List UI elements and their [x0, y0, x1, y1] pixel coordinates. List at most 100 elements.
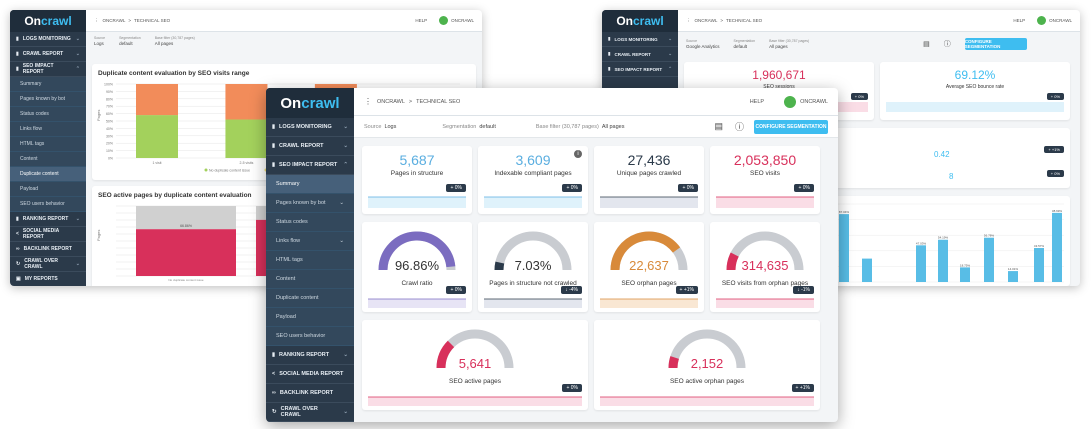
main-nav-social[interactable]: < SOCIAL MEDIA REPORT [266, 365, 354, 384]
segmentation-value[interactable]: default [479, 123, 496, 130]
left-nav-over[interactable]: ↻ CRAWL OVER CRAWL ⌄ [10, 257, 86, 272]
export-icon[interactable]: ▤ [714, 121, 723, 131]
avatar[interactable] [1037, 16, 1047, 25]
right-source-value: Google Analytics [686, 44, 720, 49]
kpi-label: SEO visits [750, 170, 780, 177]
gauge-card[interactable]: 314,635 SEO visits from orphan pages ↓ -1% [710, 222, 820, 312]
right-nav-seo[interactable]: ▮ SEO IMPACT REPORT ⌃ [602, 62, 678, 77]
main-sub-links[interactable]: Links flow ⌄ [266, 232, 354, 251]
right-kpi-sessions-label: SEO sessions [763, 84, 795, 90]
left-sub-content[interactable]: Content [10, 152, 86, 167]
kpi-card[interactable]: 27,436 Unique pages crawled + 0% [594, 146, 704, 214]
menu-icon[interactable]: ⋮ [686, 17, 691, 23]
left-nav-logs[interactable]: ▮ LOGS MONITORING ⌄ [10, 32, 86, 47]
left-nav-ranking[interactable]: ▮ RANKING REPORT ⌄ [10, 212, 86, 227]
main-sub-payload[interactable]: Payload [266, 308, 354, 327]
left-sub-summary[interactable]: Summary [10, 77, 86, 92]
left-logo[interactable]: On crawl [10, 10, 86, 32]
right-nav-crawl[interactable]: ▮ CRAWL REPORT ⌄ [602, 47, 678, 62]
info-icon[interactable]: ⓘ [734, 122, 744, 132]
info-icon[interactable]: ⓘ [943, 41, 951, 48]
configure-segmentation-button[interactable]: CONFIGURE SEGMENTATION [754, 119, 828, 134]
main-sub-status[interactable]: Status codes [266, 213, 354, 232]
main-sub-duplicate[interactable]: Duplicate content [266, 289, 354, 308]
kpi-card[interactable]: 3,609 Indexable compliant pages + 0% i [478, 146, 588, 214]
left-sub-links[interactable]: Links flow [10, 122, 86, 137]
left-nav-ranking-label: RANKING REPORT [22, 216, 69, 222]
main-sub-pages-known[interactable]: Pages known by bot ⌄ [266, 194, 354, 213]
bar [1052, 212, 1062, 282]
right-logo[interactable]: On crawl [602, 10, 678, 32]
left-sub-users[interactable]: SEO users behavior [10, 197, 86, 212]
main-nav-over[interactable]: ↻ CRAWL OVER CRAWL ⌄ [266, 403, 354, 422]
bar-data-label: 54.19% [938, 236, 949, 240]
left-nav-my[interactable]: ▣ MY REPORTS [10, 272, 86, 286]
left-filter-segmentation[interactable]: Segmentation default [119, 35, 141, 47]
gauge-card-wide[interactable]: 5,641 SEO active pages + 0% [362, 320, 588, 410]
help-link[interactable]: HELP [749, 98, 765, 105]
help-link[interactable]: HELP [1013, 18, 1026, 23]
user-name[interactable]: ONCRAWL [451, 18, 474, 23]
left-nav-social[interactable]: < SOCIAL MEDIA REPORT [10, 227, 86, 242]
right-filter-base[interactable]: Base filter (30,787 pages) All pages [769, 38, 849, 50]
avatar[interactable] [439, 16, 449, 25]
left-filter-source[interactable]: Source Logs [94, 35, 105, 47]
kpi-card[interactable]: 5,687 Pages in structure + 0% [362, 146, 472, 214]
main-sub-html[interactable]: HTML tags [266, 251, 354, 270]
crumb-root[interactable]: ONCRAWL [377, 98, 405, 105]
right-nav-logs[interactable]: ▮ LOGS MONITORING ⌄ [602, 32, 678, 47]
right-configure-button[interactable]: CONFIGURE SEGMENTATION [964, 38, 1027, 50]
user-name[interactable]: ONCRAWL [1049, 18, 1072, 23]
right-filter-source[interactable]: Source Google Analytics [686, 38, 720, 50]
crumb-root[interactable]: ONCRAWL [694, 18, 718, 23]
bar [938, 239, 948, 282]
main-sub-summary[interactable]: Summary [266, 175, 354, 194]
left-sub-status[interactable]: Status codes [10, 107, 86, 122]
brand-on: On [616, 14, 633, 28]
right-filter-segmentation[interactable]: Segmentation default [734, 38, 756, 50]
main-nav-logs[interactable]: ▮ LOGS MONITORING ⌄ [266, 118, 354, 137]
bar-no-duplicate [225, 119, 268, 158]
info-icon[interactable]: i [574, 150, 582, 158]
main-nav-crawl[interactable]: ▮ CRAWL REPORT ⌄ [266, 137, 354, 156]
base-filter-value[interactable]: All pages [601, 123, 625, 130]
gauge-value: 7.03% [514, 258, 552, 273]
main-nav-ranking[interactable]: ▮ RANKING REPORT ⌄ [266, 346, 354, 365]
chevron-up-icon: ⌃ [668, 66, 672, 71]
gauge-card[interactable]: 7.03% Pages in structure not crawled ↓ -4% [478, 222, 588, 312]
left-sub-html[interactable]: HTML tags [10, 137, 86, 152]
sparkline-area [600, 397, 814, 406]
menu-icon[interactable]: ⋮ [364, 97, 372, 106]
main-nav-backlink[interactable]: ∞ BACKLINK REPORT [266, 384, 354, 403]
left-filter-base[interactable]: Base filter (30,787 pages) All pages [155, 35, 230, 47]
kpi-card[interactable]: 2,053,850 SEO visits + 0% [710, 146, 820, 214]
left-chart1-title: Duplicate content evaluation by SEO visi… [98, 70, 250, 77]
gauge-card[interactable]: 22,637 SEO orphan pages + +1% [594, 222, 704, 312]
left-sub-duplicate[interactable]: Duplicate content [10, 167, 86, 182]
left-nav-crawl[interactable]: ▮ CRAWL REPORT ⌄ [10, 47, 86, 62]
kpi-badge: + 0% [794, 184, 814, 192]
left-nav-backlink[interactable]: ∞ BACKLINK REPORT [10, 242, 86, 257]
chart-icon: ▮ [608, 36, 611, 41]
main-sub-content[interactable]: Content [266, 270, 354, 289]
crumb-root[interactable]: ONCRAWL [102, 18, 126, 23]
gauge-badge: + 0% [562, 384, 582, 392]
gauge-sparkline [600, 298, 698, 308]
gauge-card[interactable]: 96.86% Crawl ratio + 0% [362, 222, 472, 312]
export-icon[interactable]: ▤ [923, 41, 930, 48]
help-link[interactable]: HELP [415, 18, 428, 23]
left-sub-payload[interactable]: Payload [10, 182, 86, 197]
avatar[interactable] [784, 95, 797, 108]
main-sub-users[interactable]: SEO users behavior [266, 327, 354, 346]
gauge-fill [494, 261, 505, 271]
left-sub-pages-known[interactable]: Pages known by bot [10, 92, 86, 107]
main-logo[interactable]: On crawl [266, 88, 354, 118]
source-value[interactable]: Logs [384, 123, 397, 130]
left-nav-seo[interactable]: ▮ SEO IMPACT REPORT ⌃ [10, 62, 86, 77]
gauge-card-wide[interactable]: 2,152 SEO active orphan pages + +1% [594, 320, 820, 410]
user-name[interactable]: ONCRAWL [800, 98, 828, 105]
main-nav-seo[interactable]: ▮ SEO IMPACT REPORT ⌃ [266, 156, 354, 175]
gauge-fill [610, 231, 681, 271]
chevron-down-icon: ⌄ [668, 36, 672, 41]
menu-icon[interactable]: ⋮ [94, 17, 99, 23]
